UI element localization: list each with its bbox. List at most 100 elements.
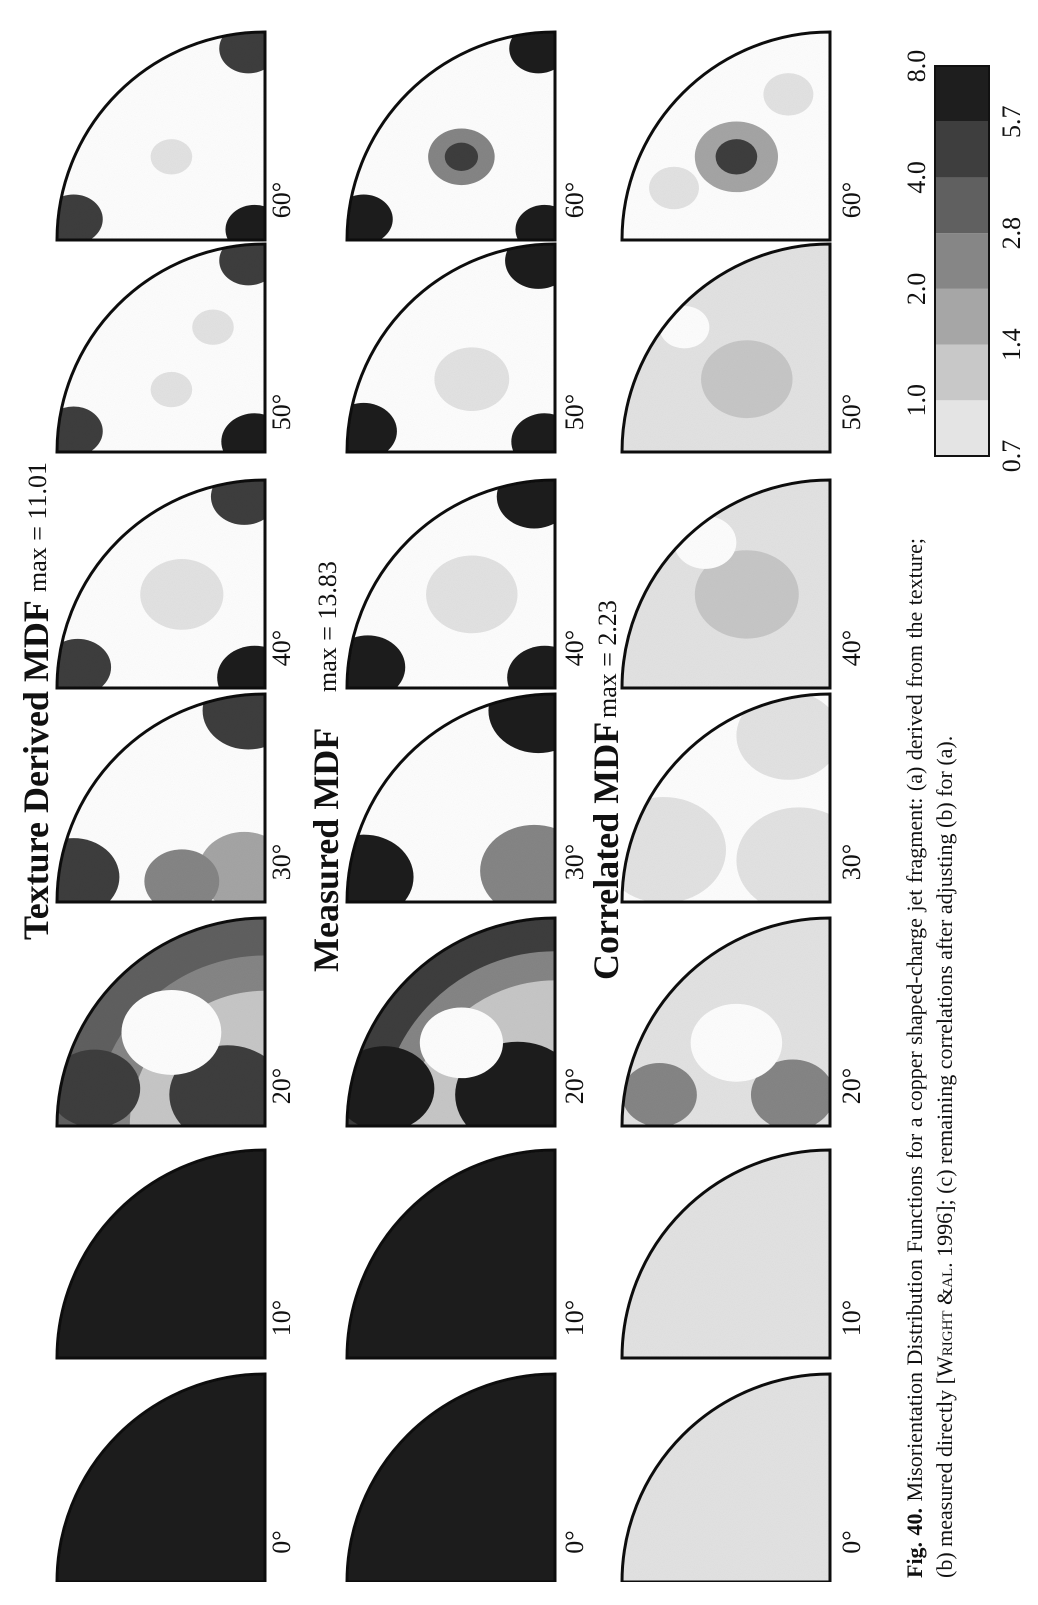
panel-title-c-text: Correlated MDF bbox=[586, 722, 626, 980]
legend-bottom-labels: 0.7 1.4 2.8 5.7 bbox=[997, 105, 1026, 472]
legend-top-label-1: 2.0 bbox=[902, 273, 931, 306]
svg-text:0°: 0° bbox=[267, 1530, 296, 1553]
svg-text:60°: 60° bbox=[267, 182, 296, 218]
angle-label-c-1: 10° bbox=[837, 1300, 866, 1336]
angle-label-b-1: 10° bbox=[560, 1300, 589, 1336]
angle-label-c-4: 40° bbox=[837, 630, 866, 666]
panel-max-a-text: max = 11.01 bbox=[23, 462, 52, 592]
svg-text:4.0: 4.0 bbox=[902, 161, 931, 194]
svg-text:40°: 40° bbox=[560, 630, 589, 666]
legend-bottom-label-1: 1.4 bbox=[997, 328, 1026, 361]
panel-title-b: Measured MDF bbox=[306, 728, 346, 972]
mdf-section-a-1 bbox=[55, 1148, 267, 1360]
panel-max-c: max = 2.23 bbox=[593, 600, 622, 718]
legend-band-6 bbox=[935, 66, 989, 122]
legend-bottom-label-0: 0.7 bbox=[997, 440, 1026, 473]
angle-label-a-5: 50° bbox=[267, 394, 296, 430]
angle-label-c-2: 20° bbox=[837, 1068, 866, 1104]
svg-text:10°: 10° bbox=[267, 1300, 296, 1336]
caption-fig-label: Fig. 40. bbox=[902, 1507, 927, 1578]
svg-text:1.4: 1.4 bbox=[997, 328, 1026, 361]
angle-label-b-0: 0° bbox=[560, 1530, 589, 1553]
svg-text:8.0: 8.0 bbox=[902, 50, 931, 83]
mdf-section-b-5 bbox=[345, 242, 557, 454]
svg-text:50°: 50° bbox=[560, 394, 589, 430]
mdf-section-b-6 bbox=[345, 30, 557, 242]
caption-text-2: 1996]; (c) remaining correlations after … bbox=[932, 735, 957, 1263]
angle-label-c-3: 30° bbox=[837, 844, 866, 880]
legend-bottom-label-2: 2.8 bbox=[997, 217, 1026, 250]
svg-text:5.7: 5.7 bbox=[997, 105, 1026, 138]
svg-text:30°: 30° bbox=[837, 844, 866, 880]
mdf-section-c-2 bbox=[620, 916, 832, 1128]
angle-label-c-5: 50° bbox=[837, 394, 866, 430]
svg-text:40°: 40° bbox=[837, 630, 866, 666]
panel-title-a: Texture Derived MDF bbox=[16, 600, 56, 940]
mdf-section-c-0 bbox=[620, 1372, 832, 1584]
mdf-section-c-5 bbox=[620, 242, 832, 454]
legend-band-4 bbox=[935, 177, 989, 234]
svg-text:60°: 60° bbox=[837, 182, 866, 218]
svg-text:0°: 0° bbox=[560, 1530, 589, 1553]
panel-title-c: Correlated MDF bbox=[586, 722, 626, 980]
svg-text:20°: 20° bbox=[837, 1068, 866, 1104]
mdf-section-c-4 bbox=[620, 478, 832, 690]
svg-text:1.0: 1.0 bbox=[902, 384, 931, 417]
svg-text:30°: 30° bbox=[267, 844, 296, 880]
legend-frame bbox=[934, 65, 990, 457]
panel-title-b-text: Measured MDF bbox=[306, 728, 346, 972]
angle-label-b-2: 20° bbox=[560, 1068, 589, 1104]
mdf-section-a-6 bbox=[55, 30, 267, 242]
svg-text:20°: 20° bbox=[560, 1068, 589, 1104]
svg-text:0.7: 0.7 bbox=[997, 440, 1026, 473]
svg-text:0°: 0° bbox=[837, 1530, 866, 1553]
svg-text:60°: 60° bbox=[560, 182, 589, 218]
mdf-section-b-1 bbox=[345, 1148, 557, 1360]
mdf-sections bbox=[55, 30, 832, 1584]
mdf-section-b-3 bbox=[345, 692, 557, 904]
mdf-section-c-1 bbox=[620, 1148, 832, 1360]
svg-text:40°: 40° bbox=[267, 630, 296, 666]
svg-text:2.8: 2.8 bbox=[997, 217, 1026, 250]
mdf-section-a-3 bbox=[55, 692, 267, 904]
legend-band-1 bbox=[935, 344, 989, 401]
angle-label-a-3: 30° bbox=[267, 844, 296, 880]
mdf-section-a-2 bbox=[55, 916, 267, 1128]
angle-label-b-6: 60° bbox=[560, 182, 589, 218]
panel-max-a: max = 11.01 bbox=[23, 462, 52, 592]
svg-text:30°: 30° bbox=[560, 844, 589, 880]
angle-label-a-1: 10° bbox=[267, 1300, 296, 1336]
angle-label-b-4: 40° bbox=[560, 630, 589, 666]
caption-author: Wright &al. bbox=[932, 1262, 957, 1378]
legend-colorbar bbox=[935, 66, 989, 456]
angle-label-c-0: 0° bbox=[837, 1530, 866, 1553]
legend-band-2 bbox=[935, 288, 989, 345]
mdf-section-b-4 bbox=[345, 478, 557, 690]
legend-band-5 bbox=[935, 121, 989, 178]
legend-band-0 bbox=[935, 400, 989, 456]
mdf-section-a-5 bbox=[55, 242, 267, 454]
legend-top-label-0: 1.0 bbox=[902, 384, 931, 417]
angle-label-b-5: 50° bbox=[560, 394, 589, 430]
angle-label-a-0: 0° bbox=[267, 1530, 296, 1553]
panel-max-b: max = 13.83 bbox=[313, 561, 342, 692]
svg-text:10°: 10° bbox=[560, 1300, 589, 1336]
mdf-section-c-6 bbox=[620, 30, 832, 242]
mdf-section-b-0 bbox=[345, 1372, 557, 1584]
legend-top-label-2: 4.0 bbox=[902, 161, 931, 194]
legend: 1.0 2.0 4.0 8.0 0.7 1.4 2.8 5.7 bbox=[902, 50, 1026, 473]
legend-top-label-3: 8.0 bbox=[902, 50, 931, 83]
panel-title-a-text: Texture Derived MDF bbox=[16, 600, 56, 940]
figure-caption: Fig. 40. Misorientation Distribution Fun… bbox=[900, 538, 1038, 1578]
mdf-section-c-3 bbox=[620, 692, 832, 904]
svg-text:2.0: 2.0 bbox=[902, 273, 931, 306]
angle-label-a-2: 20° bbox=[267, 1068, 296, 1104]
angle-labels: 0° 10° 20° 30° 40° 50° 60° 0° 10° 20° 30° 40° 50° 60°… bbox=[267, 182, 866, 1554]
legend-band-3 bbox=[935, 233, 989, 289]
angle-label-c-6: 60° bbox=[837, 182, 866, 218]
svg-text:20°: 20° bbox=[267, 1068, 296, 1104]
legend-bottom-label-3: 5.7 bbox=[997, 105, 1026, 138]
mdf-section-a-4 bbox=[55, 478, 267, 690]
angle-label-a-6: 60° bbox=[267, 182, 296, 218]
